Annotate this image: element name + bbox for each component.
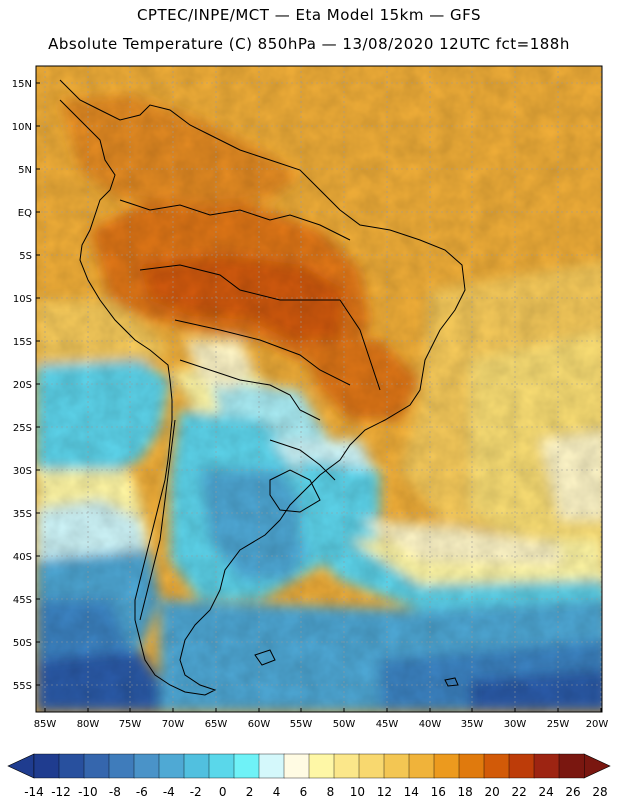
lon-label: 50W [333,719,356,730]
colorbar-cell [208,753,235,779]
lon-label: 80W [77,719,100,730]
colorbar-cell [458,753,485,779]
gridlines [36,66,602,712]
lon-label: 65W [205,719,228,730]
colorbar-label: 16 [431,785,446,799]
lat-label: 45S [13,595,32,606]
lat-label: 50S [13,638,32,649]
colorbar-label: -6 [136,785,148,799]
temperature-field [36,66,602,712]
colorbar-label: 14 [404,785,419,799]
lon-label: 75W [119,719,142,730]
colorbar-label: -10 [78,785,98,799]
lon-label: 25W [547,719,570,730]
colorbar-label: -8 [109,785,121,799]
colorbar-cell [183,753,210,779]
chart-title-line2: Absolute Temperature (C) 850hPa — 13/08/… [48,35,570,53]
colorbar-cell [158,753,185,779]
colorbar-label: 8 [327,785,335,799]
colorbar-label: 26 [565,785,580,799]
colorbar-label: -12 [51,785,71,799]
lon-label: 85W [34,719,57,730]
colorbar-label: 2 [246,785,254,799]
colorbar: -14 -12 -10 -8 -6 -4 -2 0 2 4 6 8 10 12 14 16 18 20 22 24 26… [7,753,611,799]
lat-label: 10S [13,294,32,305]
colorbar-label: -4 [163,785,175,799]
colorbar-cell [358,753,385,779]
colorbar-label: 20 [485,785,500,799]
colorbar-label: -14 [24,785,44,799]
lon-label: 70W [162,719,185,730]
lat-label: 15S [13,337,32,348]
colorbar-cell [508,753,535,779]
colorbar-label: 24 [538,785,553,799]
colorbar-cell [108,753,135,779]
colorbar-label: 12 [377,785,392,799]
lat-label: 5N [18,165,32,176]
colorbar-cell [33,753,60,779]
colorbar-label: -2 [190,785,202,799]
colorbar-cell [283,753,310,779]
colorbar-label: 0 [219,785,227,799]
colorbar-label: 18 [458,785,473,799]
chart-title-line1: CPTEC/INPE/MCT — Eta Model 15km — GFS [136,6,482,24]
colorbar-cell [383,753,410,779]
lat-label: 10N [12,122,32,133]
colorbar-cell [308,753,335,779]
lat-label: 15N [12,79,32,90]
latitude-labels: 15N 10N 5N EQ 5S 10S 15S 20S 25S 30S 35S… [12,79,32,692]
lat-label: 5S [19,251,32,262]
lat-label: 30S [13,466,32,477]
colorbar-cell [233,753,260,779]
lat-label: 25S [13,423,32,434]
colorbar-cell [433,753,460,779]
colorbar-right-arrow [583,753,611,779]
colorbar-cell [483,753,510,779]
lon-label: 45W [376,719,399,730]
colorbar-label: 4 [273,785,281,799]
colorbar-cell [258,753,285,779]
colorbar-cell [133,753,160,779]
colorbar-cell [558,753,585,779]
lon-label: 30W [504,719,527,730]
colorbar-cell [333,753,360,779]
lon-label: 20W [586,719,609,730]
colorbar-label: 28 [592,785,607,799]
colorbar-cell [83,753,110,779]
lon-label: 40W [419,719,442,730]
colorbar-label: 10 [350,785,365,799]
axis-ticks [36,82,602,712]
longitude-labels: 85W 80W 75W 70W 65W 60W 55W 50W 45W 40W … [34,719,609,730]
lat-label: 20S [13,380,32,391]
lon-label: 60W [248,719,271,730]
colorbar-cell [58,753,85,779]
colorbar-cell [408,753,435,779]
lon-label: 55W [290,719,313,730]
lat-label: 40S [13,552,32,563]
coastlines [59,79,466,696]
lat-label: EQ [18,208,32,219]
lon-label: 35W [461,719,484,730]
colorbar-label: 6 [300,785,308,799]
lat-label: 35S [13,509,32,520]
colorbar-left-arrow [7,753,35,779]
colorbar-cell [533,753,560,779]
colorbar-label: 22 [511,785,526,799]
lat-label: 55S [13,681,32,692]
map-frame [35,65,603,713]
